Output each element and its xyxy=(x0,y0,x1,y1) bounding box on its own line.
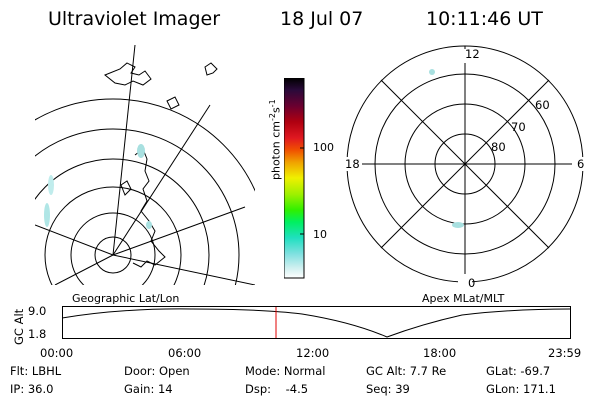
info-gain: Gain: 14 xyxy=(124,382,173,396)
coastline-antarctica xyxy=(132,148,166,268)
meridian-line xyxy=(112,206,246,256)
aurora-blob xyxy=(48,175,54,195)
mlat-label-80: 80 xyxy=(491,140,506,154)
info-flt: Flt: LBHL xyxy=(10,364,62,378)
alt-xtick-1200: 12:00 xyxy=(296,346,330,360)
lat-circle xyxy=(44,186,182,285)
info-seq: Seq: 39 xyxy=(366,382,410,396)
alt-plot-frame xyxy=(62,306,571,339)
alt-xtick-0600: 06:00 xyxy=(168,346,202,360)
mlt-label-0: 0 xyxy=(468,276,476,290)
time-label: 10:11:46 UT xyxy=(426,8,543,30)
alt-curve xyxy=(62,308,571,338)
meridian-line xyxy=(35,224,114,256)
aurora-blob xyxy=(44,203,50,227)
mlt-label-6: 6 xyxy=(577,157,585,171)
altitude-plot xyxy=(62,306,571,339)
lat-circle xyxy=(35,98,255,192)
info-door: Door: Open xyxy=(124,364,190,378)
aurora-blob xyxy=(146,221,152,229)
mlat-label-60: 60 xyxy=(535,98,550,112)
info-glon: GLon: 171.1 xyxy=(486,382,556,396)
aurora-blob xyxy=(452,222,464,228)
info-gc-alt: GC Alt: 7.7 Re xyxy=(366,364,447,378)
alt-ytick-9: 9.0 xyxy=(28,304,47,318)
info-glat: GLat: -69.7 xyxy=(486,364,551,378)
meridian-line xyxy=(54,254,114,285)
aurora-blob xyxy=(137,144,145,158)
meridian-line xyxy=(112,104,211,256)
coastline-fragment xyxy=(166,96,180,110)
alt-xtick-1800: 18:00 xyxy=(423,346,457,360)
alt-xtick-0000: 00:00 xyxy=(40,346,74,360)
colorbar-tick-10: 10 xyxy=(313,228,327,241)
info-mode: Mode: Normal xyxy=(245,364,326,378)
info-dsp: Dsp: -4.5 xyxy=(245,382,309,396)
info-ip: IP: 36.0 xyxy=(10,382,54,396)
polar-diagonal xyxy=(380,79,550,249)
coastline-nz xyxy=(104,62,152,86)
colorbar-label: photon cm-2s-1 xyxy=(268,99,283,180)
geographic-map xyxy=(35,45,255,285)
alt-xtick-2359: 23:59 xyxy=(548,346,582,360)
aurora-blob xyxy=(429,69,435,75)
geo-panel-label: Geographic Lat/Lon xyxy=(72,292,180,305)
mlt-label-12: 12 xyxy=(465,47,480,61)
lat-circle xyxy=(35,128,240,285)
colorbar-gradient xyxy=(284,78,305,279)
coastline-nz-north xyxy=(204,62,218,76)
lat-circle xyxy=(94,236,132,274)
meridian-line xyxy=(112,45,136,256)
alt-ytick-1.8: 1.8 xyxy=(28,327,47,341)
coastline-antarctica-2 xyxy=(120,180,132,196)
polar-panel-label: Apex MLat/MLT xyxy=(422,292,505,305)
mlat-label-70: 70 xyxy=(511,120,526,134)
lat-circle xyxy=(70,212,156,285)
mlt-label-18: 18 xyxy=(345,157,360,171)
colorbar xyxy=(284,78,305,279)
date-label: 18 Jul 07 xyxy=(280,8,364,30)
instrument-title: Ultraviolet Imager xyxy=(48,8,221,30)
alt-plot-ylabel: GC Alt xyxy=(12,308,26,345)
meridian-line xyxy=(112,254,255,285)
lat-circle xyxy=(35,158,210,285)
polar-plot xyxy=(340,45,586,288)
colorbar-tick-100: 100 xyxy=(313,141,334,154)
